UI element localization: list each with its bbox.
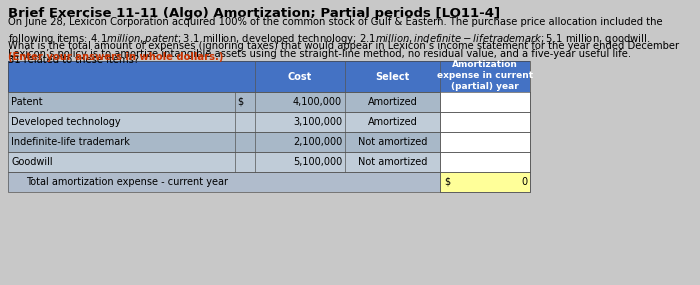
- Text: 4,100,000: 4,100,000: [293, 97, 342, 107]
- Text: 0: 0: [521, 177, 527, 187]
- Bar: [8, 172, 530, 192]
- Text: Goodwill: Goodwill: [11, 157, 52, 167]
- Text: 5,100,000: 5,100,000: [293, 157, 342, 167]
- Text: Amortized: Amortized: [368, 97, 417, 107]
- Bar: [440, 132, 530, 152]
- Text: 2,100,000: 2,100,000: [293, 137, 342, 147]
- Text: Amortization
expense in current
(partial) year: Amortization expense in current (partial…: [437, 60, 533, 91]
- Text: Brief Exercise 11-11 (Algo) Amortization; Partial periods [LO11-4]: Brief Exercise 11-11 (Algo) Amortization…: [8, 7, 500, 20]
- Bar: [8, 152, 530, 172]
- Bar: [440, 132, 530, 152]
- Text: 3,100,000: 3,100,000: [293, 117, 342, 127]
- Text: (Enter your answers in whole dollars.): (Enter your answers in whole dollars.): [8, 52, 223, 62]
- Bar: [8, 61, 530, 92]
- Bar: [8, 152, 530, 172]
- Text: Patent: Patent: [11, 97, 43, 107]
- Bar: [440, 152, 530, 172]
- Bar: [8, 172, 530, 192]
- Bar: [8, 92, 530, 112]
- Text: Cost: Cost: [288, 72, 312, 82]
- Bar: [440, 92, 530, 112]
- Bar: [440, 172, 530, 192]
- Bar: [8, 61, 530, 92]
- Text: $: $: [444, 177, 450, 187]
- Bar: [8, 92, 530, 112]
- Bar: [8, 132, 530, 152]
- Bar: [440, 112, 530, 132]
- Text: $: $: [237, 97, 243, 107]
- Bar: [8, 112, 530, 132]
- Text: Indefinite-life trademark: Indefinite-life trademark: [11, 137, 130, 147]
- Text: Not amortized: Not amortized: [358, 137, 427, 147]
- Text: Select: Select: [375, 72, 410, 82]
- Bar: [440, 92, 530, 112]
- Bar: [8, 112, 530, 132]
- Text: Developed technology: Developed technology: [11, 117, 120, 127]
- Bar: [440, 112, 530, 132]
- Text: What is the total amount of expenses (ignoring taxes) that would appear in Lexic: What is the total amount of expenses (ig…: [8, 41, 679, 65]
- Text: Amortized: Amortized: [368, 117, 417, 127]
- Text: Not amortized: Not amortized: [358, 157, 427, 167]
- Bar: [8, 132, 530, 152]
- Text: On June 28, Lexicon Corporation acquired 100% of the common stock of Gulf & East: On June 28, Lexicon Corporation acquired…: [8, 17, 663, 59]
- Bar: [440, 172, 530, 192]
- Bar: [440, 152, 530, 172]
- Text: Total amortization expense - current year: Total amortization expense - current yea…: [26, 177, 228, 187]
